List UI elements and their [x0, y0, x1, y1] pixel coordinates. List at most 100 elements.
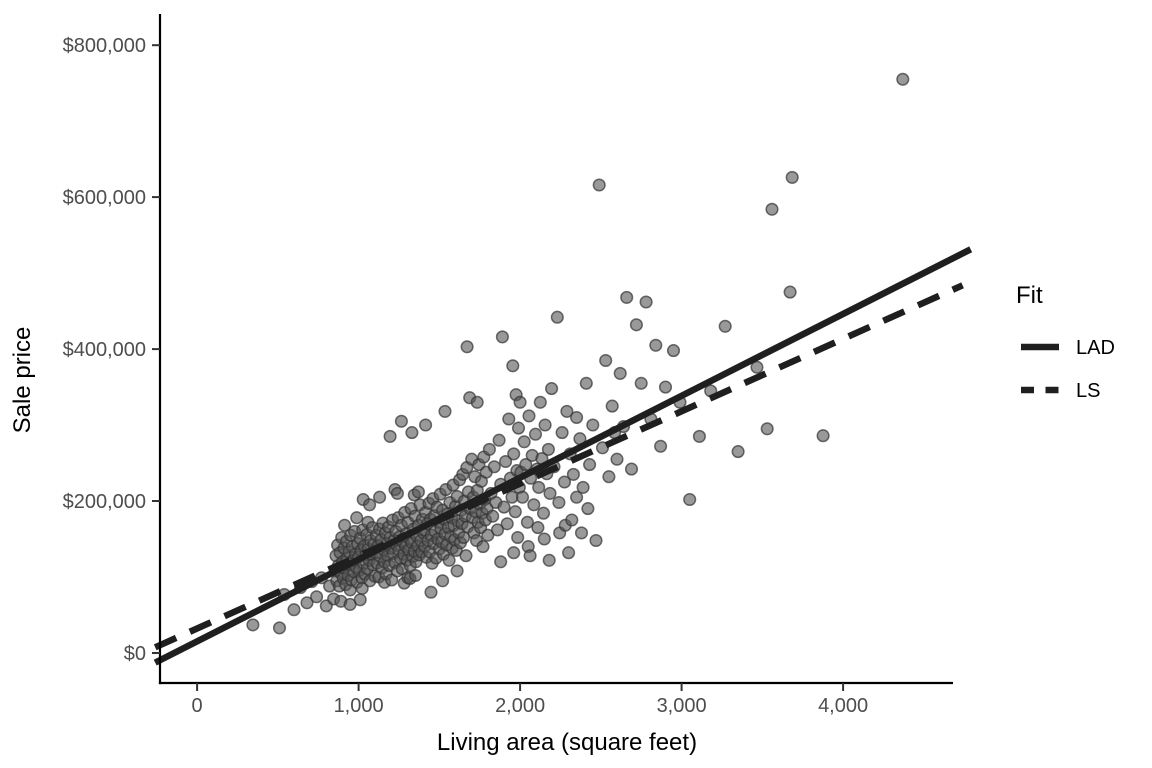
data-point	[481, 528, 495, 542]
data-point	[528, 427, 543, 441]
data-point	[492, 433, 506, 447]
data-point	[523, 549, 537, 563]
data-point	[300, 596, 314, 610]
x-tick-label: 1,000	[334, 695, 384, 717]
data-point	[555, 426, 569, 440]
data-point	[350, 511, 364, 525]
data-point	[602, 470, 616, 484]
data-point	[692, 429, 706, 443]
data-point	[497, 500, 511, 514]
data-point	[506, 359, 520, 373]
data-point	[513, 395, 527, 409]
data-point	[338, 518, 352, 532]
data-point	[649, 338, 663, 352]
data-point	[543, 486, 557, 500]
data-point	[620, 290, 634, 304]
data-point	[310, 590, 324, 604]
data-point	[272, 621, 287, 635]
data-point	[517, 435, 531, 449]
data-point	[605, 399, 619, 413]
data-point	[552, 495, 566, 510]
data-point	[531, 521, 545, 535]
data-point	[373, 490, 387, 504]
data-point	[470, 395, 484, 409]
y-tick-label: $0	[124, 643, 146, 665]
data-point	[537, 532, 551, 546]
data-point	[785, 170, 799, 184]
data-point	[527, 498, 541, 512]
legend-label-lad: LAD	[1076, 337, 1115, 359]
data-point	[565, 513, 579, 527]
y-tick-label: $600,000	[63, 187, 146, 209]
data-point	[507, 447, 521, 461]
data-point	[394, 414, 408, 428]
data-point	[411, 485, 425, 499]
data-point	[570, 490, 584, 504]
data-point	[683, 492, 697, 507]
data-point	[718, 319, 732, 333]
x-tick-label: 0	[192, 695, 203, 717]
data-point	[499, 454, 513, 469]
data-point	[511, 421, 526, 435]
data-point	[581, 502, 595, 516]
data-point	[542, 553, 556, 567]
data-point	[760, 422, 774, 436]
data-point	[570, 410, 584, 425]
legend-title: Fit	[1016, 282, 1043, 309]
y-tick-label: $200,000	[63, 491, 146, 513]
data-point	[731, 445, 745, 459]
points-layer	[246, 72, 910, 635]
y-axis-ticks: $0 $200,000 $400,000 $600,000 $800,000	[63, 35, 160, 665]
data-point	[442, 553, 456, 567]
data-point	[390, 486, 404, 500]
data-point	[536, 506, 551, 520]
data-point	[520, 515, 534, 529]
x-tick-label: 2,000	[495, 695, 545, 717]
data-point	[515, 490, 530, 504]
data-point	[519, 458, 533, 472]
data-point	[450, 564, 464, 578]
data-point	[586, 418, 600, 432]
data-point	[579, 376, 593, 390]
legend-label-ls: LS	[1076, 380, 1100, 402]
data-point	[385, 573, 399, 587]
data-point	[541, 442, 555, 456]
data-point	[424, 585, 438, 599]
data-point	[557, 475, 572, 489]
data-point	[574, 526, 589, 540]
data-point	[610, 452, 624, 466]
data-point	[629, 318, 643, 332]
x-axis-title: Living area (square feet)	[437, 729, 697, 756]
data-point	[511, 530, 525, 545]
data-point	[532, 480, 546, 494]
data-point	[634, 376, 648, 390]
data-point	[495, 330, 509, 344]
data-point	[545, 382, 559, 396]
data-point	[405, 426, 419, 440]
data-point	[460, 340, 474, 354]
x-axis-ticks: 0 1,000 2,000 3,000 4,000	[192, 683, 868, 717]
data-point	[658, 380, 673, 394]
data-point	[560, 404, 574, 418]
data-point	[592, 178, 606, 192]
fit-lines-layer	[153, 246, 973, 666]
legend-item-lad: LAD	[1021, 337, 1115, 359]
data-point	[507, 546, 521, 560]
data-point	[589, 533, 603, 548]
data-point	[595, 441, 610, 455]
data-point	[500, 517, 514, 531]
data-point	[538, 418, 552, 432]
data-point	[750, 360, 764, 374]
lad-fit-line	[153, 246, 973, 666]
data-point	[363, 498, 377, 512]
data-point	[476, 540, 490, 554]
data-point	[816, 429, 830, 443]
data-point	[438, 404, 452, 418]
data-point	[502, 412, 516, 426]
data-point	[639, 295, 653, 309]
data-point	[583, 458, 597, 472]
data-point	[624, 462, 639, 476]
y-tick-label: $400,000	[63, 339, 146, 361]
